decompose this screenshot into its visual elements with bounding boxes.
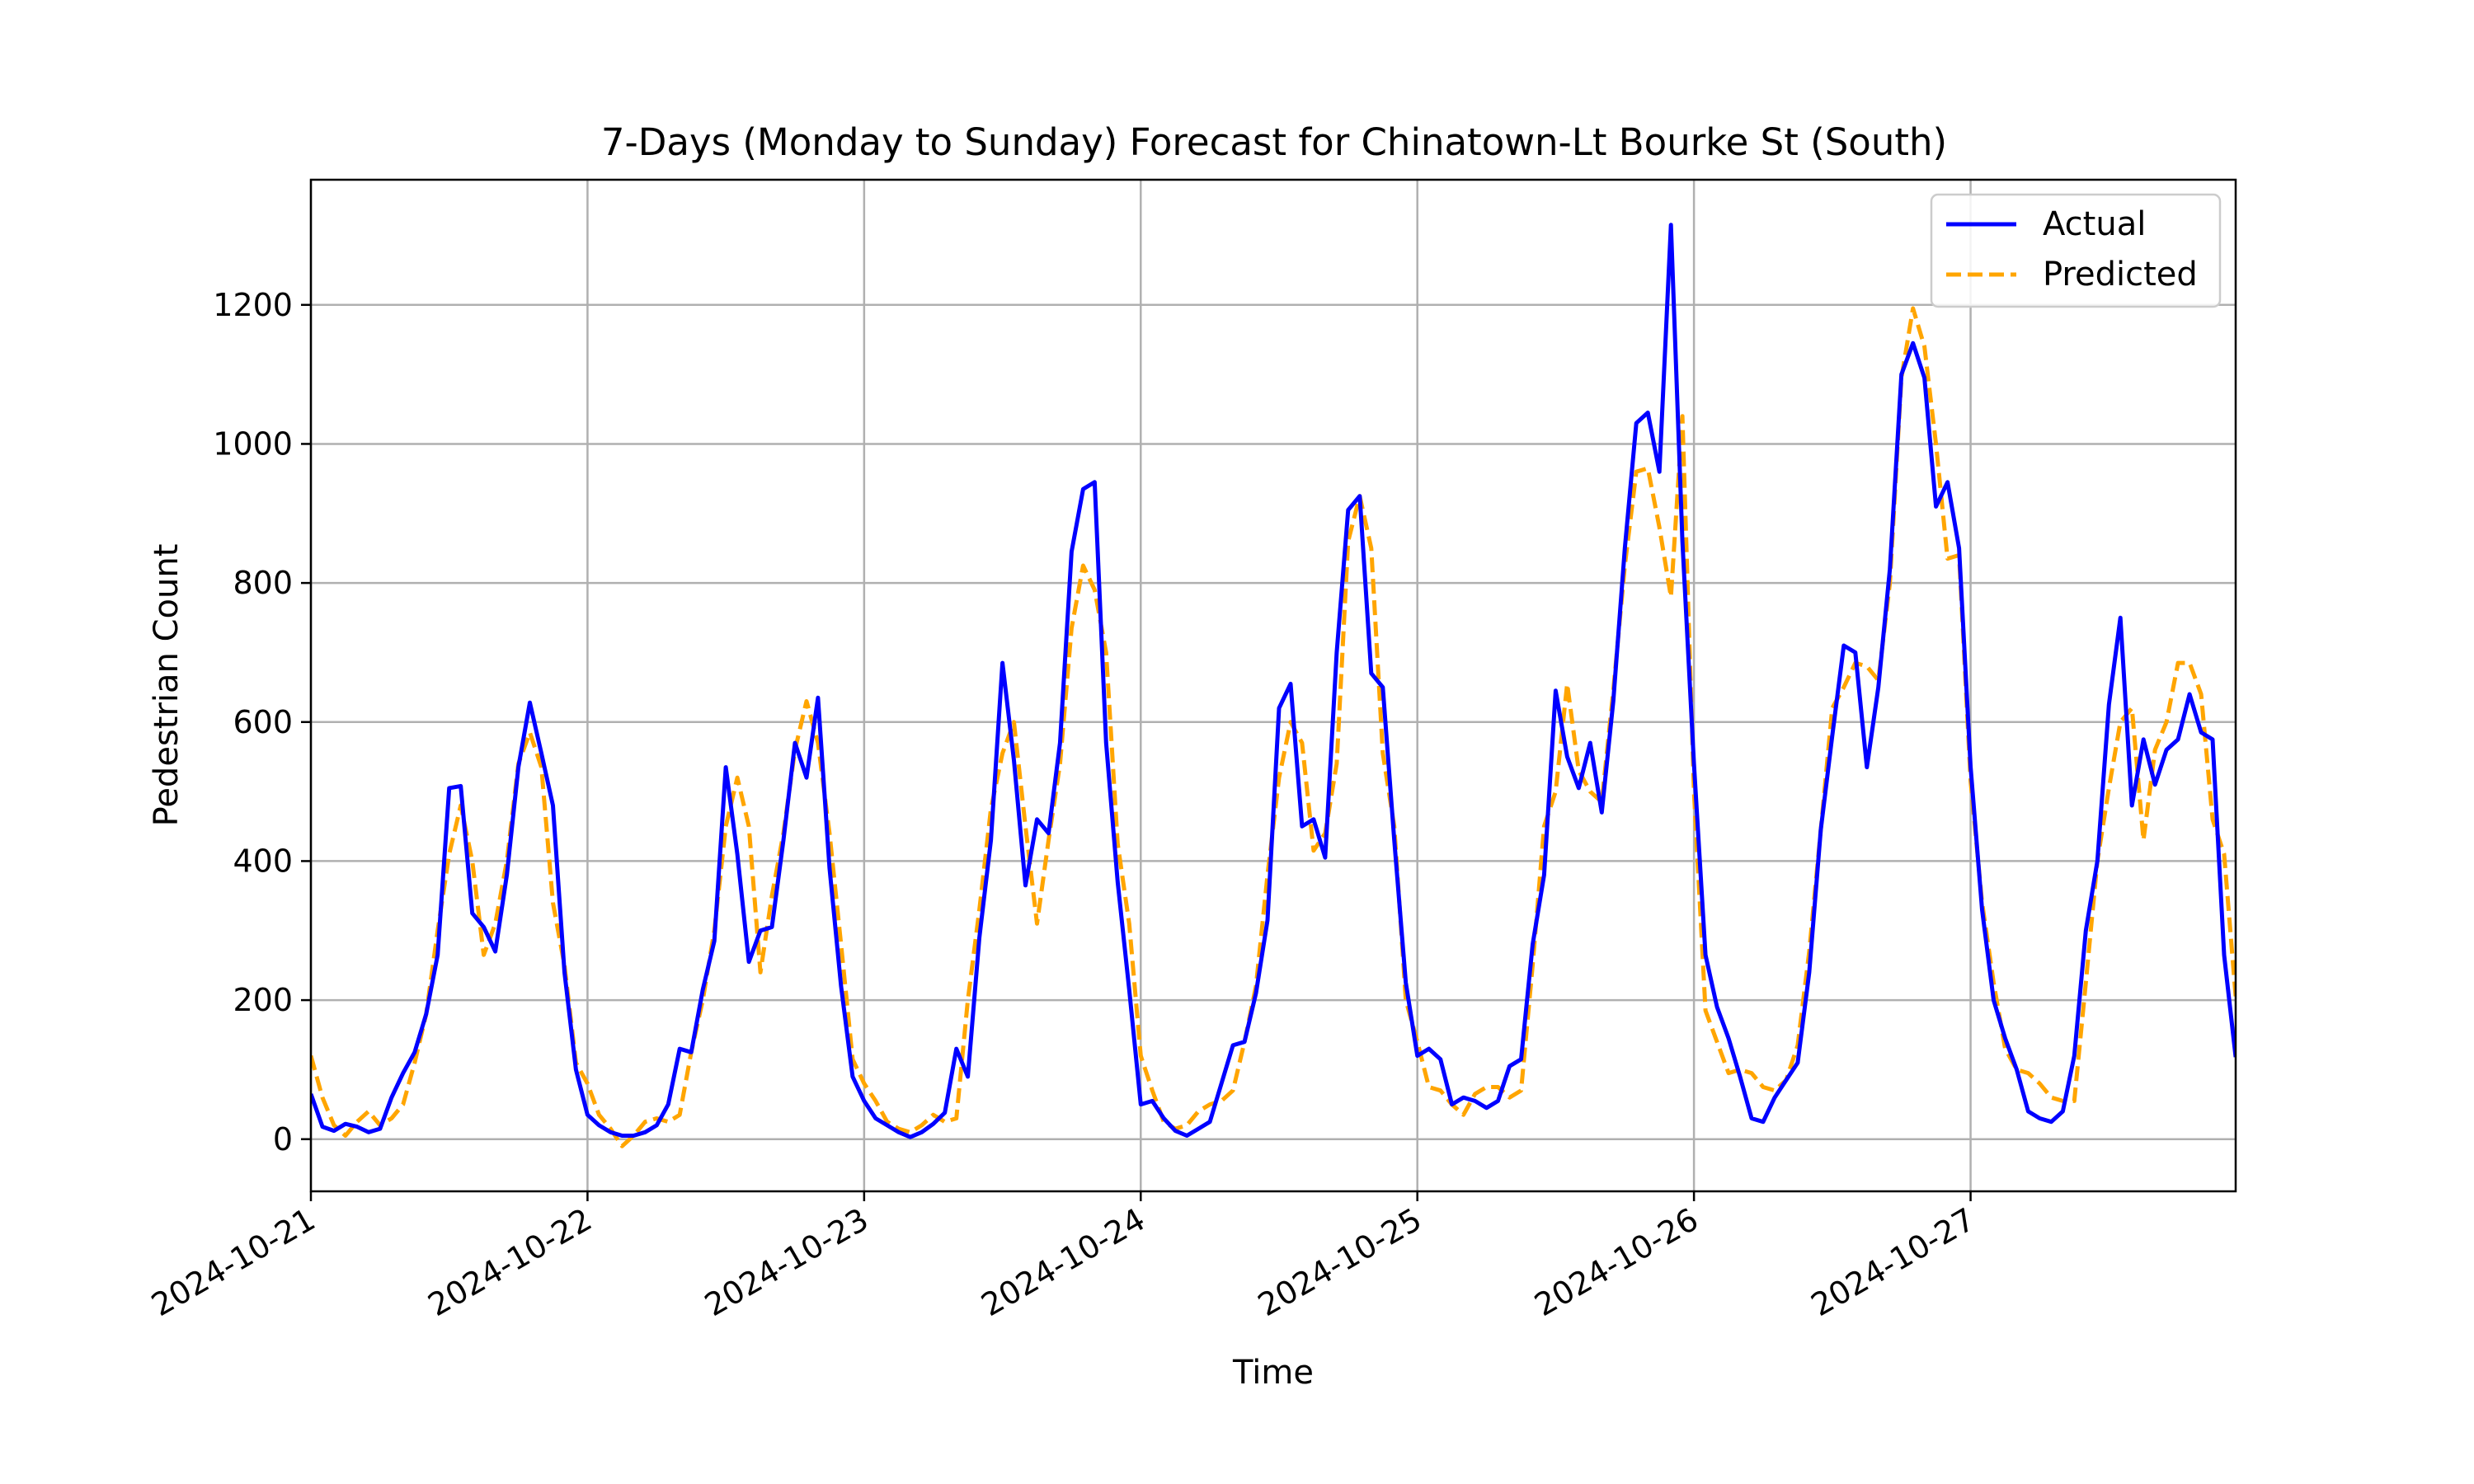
plot-frame [309,178,2237,1193]
y-tick-label: 1000 [213,425,293,462]
x-axis-label: Time [1232,1354,1314,1392]
chart-title: 7-Days (Monday to Sunday) Forecast for C… [601,120,1947,164]
legend-label-predicted: Predicted [2043,256,2198,294]
y-tick-label: 800 [233,565,293,601]
legend-label-actual: Actual [2043,205,2146,243]
series-line-actual [311,223,2236,1139]
y-tick-label: 1200 [213,287,293,323]
y-axis-label: Pedestrian Count [148,544,186,827]
y-tick-label: 200 [233,982,293,1018]
y-tick-label: 400 [233,843,293,879]
y-tick-label: 600 [233,704,293,740]
y-tick-label: 0 [273,1121,293,1158]
legend: Actual Predicted [1930,193,2222,308]
series-layer [311,223,2236,1148]
